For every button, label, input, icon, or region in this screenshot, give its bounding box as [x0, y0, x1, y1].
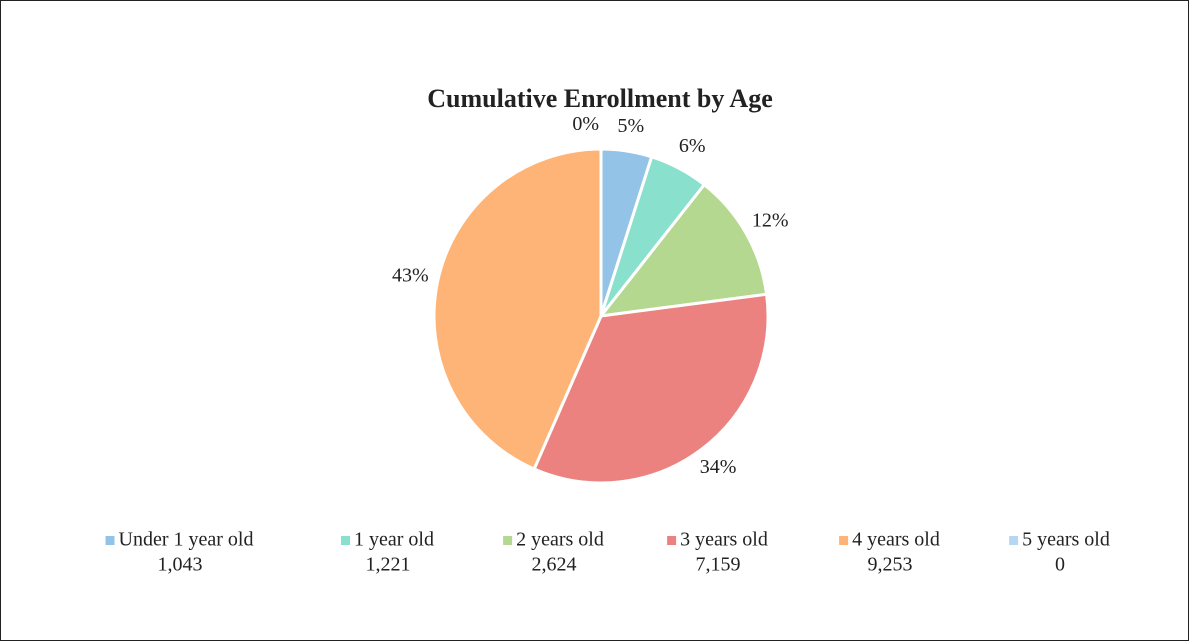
legend-label: 3 years old — [680, 529, 768, 551]
legend-label: 5 years old — [1022, 529, 1110, 551]
data-label: 6% — [679, 135, 706, 157]
legend-count: 9,253 — [868, 554, 913, 576]
legend-count: 1,221 — [366, 554, 411, 576]
legend-marker — [667, 536, 677, 545]
legend-marker — [341, 536, 351, 545]
legend-marker — [503, 536, 513, 545]
data-label: 5% — [618, 115, 645, 137]
legend-marker — [839, 536, 849, 545]
pie-slice — [597, 182, 769, 318]
legend-count: 0 — [1055, 554, 1065, 576]
legend-label: 1 year old — [354, 529, 434, 551]
chart-title: Cumulative Enrollment by Age — [427, 84, 772, 113]
legend-label: 4 years old — [852, 529, 940, 551]
data-label: 0% — [572, 113, 599, 135]
legend-label: 2 years old — [516, 529, 604, 551]
pie-slice — [532, 292, 770, 485]
legend-marker — [105, 536, 115, 545]
pie-slice — [432, 147, 603, 472]
data-label: 34% — [700, 456, 737, 478]
data-label: 12% — [752, 209, 789, 231]
legend-count: 7,159 — [696, 554, 741, 576]
legend-count: 2,624 — [532, 554, 577, 576]
legend-label: Under 1 year old — [119, 529, 254, 551]
legend-count: 1,043 — [158, 554, 203, 576]
data-label: 43% — [392, 265, 429, 287]
legend-marker — [1009, 536, 1019, 545]
